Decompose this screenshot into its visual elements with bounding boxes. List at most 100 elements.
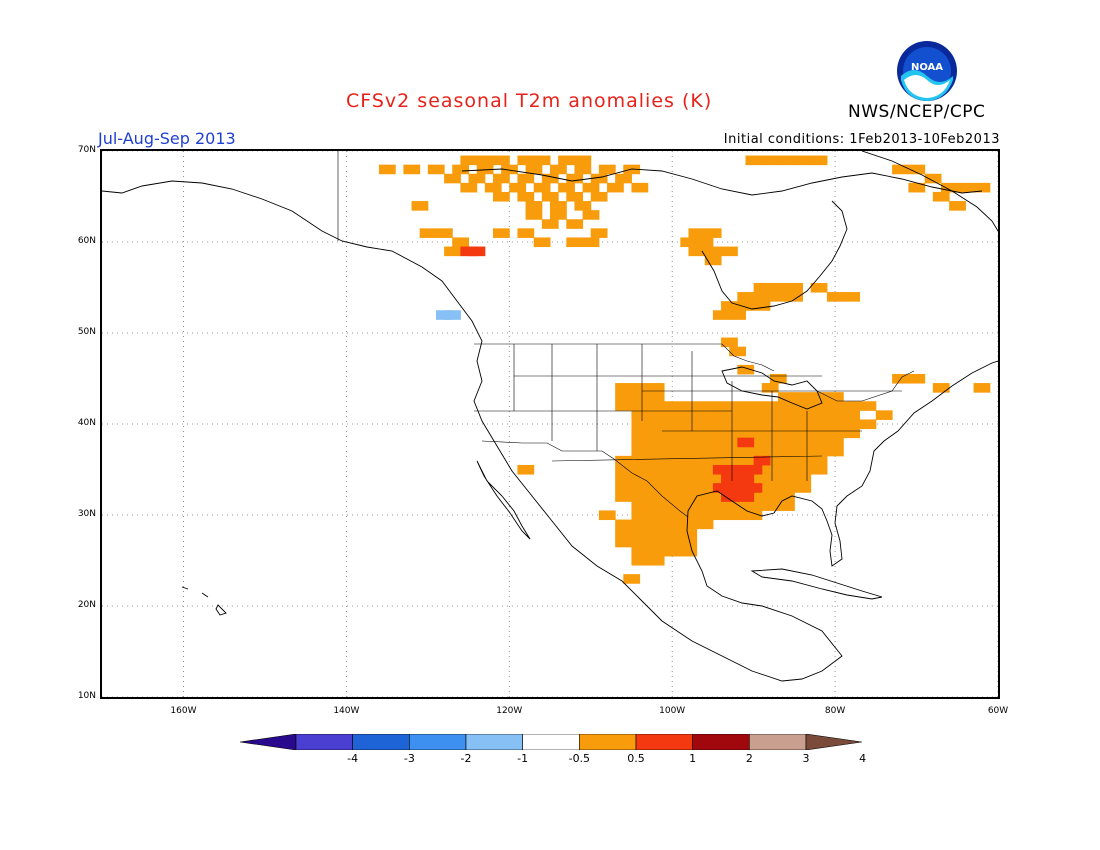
anomaly-cell [810,437,828,448]
anomaly-cell [729,455,746,466]
anomaly-cell [712,455,730,466]
anomaly-cell [403,164,421,175]
anomaly-cell [680,474,698,484]
anomaly-cell [631,392,649,402]
anomaly-cell [680,546,698,557]
anomaly-cell [794,474,812,484]
anomaly-cell [664,437,681,448]
anomaly-cell [729,428,746,439]
anomaly-cell [729,410,746,420]
anomaly-cell [729,401,746,411]
anomaly-cell [843,419,861,430]
anomaly-cell [647,383,665,393]
longitude-label: 60W [987,706,1009,716]
anomaly-cell [680,537,698,548]
anomaly-cell [509,182,527,193]
anomaly-cell [696,437,714,448]
anomaly-cell [647,419,665,430]
anomaly-cell [940,182,958,193]
anomaly-cell [664,528,681,539]
colorbar-min-arrow [240,734,297,750]
anomaly-cell [712,401,730,411]
anomaly-cell [525,210,543,220]
anomaly-cell [517,173,535,184]
anomaly-cell [631,428,649,439]
anomaly-cell [631,555,649,566]
anomaly-cell [704,255,722,266]
colorbar-segment [749,734,807,750]
anomaly-cell [696,483,714,493]
anomaly-cell [778,446,795,457]
anomaly-cell [737,364,755,375]
anomaly-cell [778,401,795,411]
anomaly-cell [501,164,518,175]
anomaly-cell [680,401,698,411]
anomaly-cell [631,474,649,484]
anomaly-cell [647,492,665,502]
anomaly-cell [558,182,575,193]
anomaly-cell [973,383,991,393]
anomaly-cell [932,383,950,393]
anomaly-cell [712,419,730,430]
anomaly-cell [778,392,795,402]
anomaly-cell [696,464,714,475]
anomaly-cell [550,164,567,175]
anomaly-cell [647,474,665,484]
anomaly-cell [533,155,551,166]
anomaly-cell [664,428,681,439]
anomaly-cell [729,464,746,475]
anomaly-cell [712,483,730,493]
anomaly-cell [647,483,665,493]
anomaly-cell [680,528,698,539]
anomaly-cell [427,164,445,175]
latitude-label: 60N [77,236,96,246]
anomaly-cell [696,492,714,502]
anomaly-cell [794,428,812,439]
latitude-label: 10N [77,691,96,701]
anomaly-cell [704,228,722,238]
anomaly-cell [517,191,535,202]
anomaly-cell [688,246,706,257]
anomaly-cell [664,410,681,420]
colorbar-segment [352,734,410,750]
anomaly-cell [647,501,665,511]
anomaly-cell [932,191,950,202]
longitude-label: 80W [824,706,846,716]
anomaly-cell [647,519,665,530]
anomaly-cell [590,191,608,202]
anomaly-cell [647,437,665,448]
anomaly-cell [696,237,714,248]
border-us-canada-east [816,370,915,402]
anomaly-cell [631,401,649,411]
anomaly-cell [753,292,771,302]
anomaly-cell [664,464,681,475]
anomaly-cell [737,301,755,311]
anomaly-cell [778,437,795,448]
anomaly-cell [664,474,681,484]
anomaly-cell [843,401,861,411]
anomaly-cell [826,437,844,448]
anomaly-cell [574,155,592,166]
latitude-label: 70N [77,145,96,155]
anomaly-cell [761,492,779,502]
anomaly-cell [541,191,559,202]
anomaly-cell [647,428,665,439]
anomaly-cell [745,401,763,411]
anomaly-cell [378,164,396,175]
anomaly-cell [761,410,779,420]
anomaly-cell [745,501,763,511]
anomaly-cell [680,419,698,430]
anomaly-cell [680,455,698,466]
anomaly-cell [615,455,632,466]
agency-label: NWS/NCEP/CPC [848,102,986,122]
anomaly-cell [680,519,698,530]
anomaly-cell [737,292,755,302]
anomaly-cell [566,173,584,184]
anomaly-cell [664,501,681,511]
anomaly-cell [810,155,828,166]
border-us-canada [474,343,775,372]
anomaly-cell [631,446,649,457]
anomaly-cell [647,537,665,548]
colorbar-label: 4 [859,752,867,765]
anomaly-cell [631,464,649,475]
